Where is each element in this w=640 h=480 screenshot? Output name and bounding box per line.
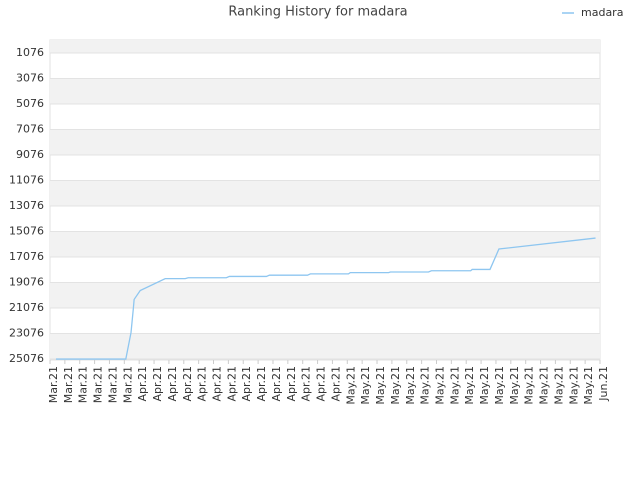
x-tick-label: May.21	[478, 366, 491, 405]
x-tick-label: Mar.21	[47, 366, 60, 403]
x-tick-label: Apr.21	[166, 366, 179, 402]
x-tick-label: May.21	[538, 366, 551, 405]
x-tick-label: Mar.21	[92, 366, 105, 403]
y-tick-label: 1076	[16, 46, 44, 59]
x-tick-label: May.21	[508, 366, 521, 405]
x-tick-label: May.21	[493, 366, 506, 405]
x-tick-label: Mar.21	[62, 366, 75, 403]
x-tick-label: May.21	[582, 366, 595, 405]
y-tick-label: 25076	[9, 352, 44, 365]
x-tick-label: Mar.21	[106, 366, 119, 403]
legend-label: madara	[581, 6, 623, 19]
x-tick-label: May.21	[523, 366, 536, 405]
x-tick-label: May.21	[404, 366, 417, 405]
y-tick-label: 23076	[9, 327, 44, 340]
x-tick-label: Apr.21	[225, 366, 238, 402]
x-tick-label: Apr.21	[240, 366, 253, 402]
y-tick-label: 7076	[16, 122, 44, 135]
x-tick-label: May.21	[552, 366, 565, 405]
x-tick-label: May.21	[433, 366, 446, 405]
y-tick-label: 5076	[16, 97, 44, 110]
x-tick-label: Jun.21	[597, 366, 610, 402]
y-tick-label: 21076	[9, 301, 44, 314]
x-tick-label: Apr.21	[181, 366, 194, 402]
x-tick-label: May.21	[419, 366, 432, 405]
y-tick-label: 3076	[16, 71, 44, 84]
x-tick-label: Apr.21	[136, 366, 149, 402]
x-tick-label: May.21	[567, 366, 580, 405]
x-tick-label: May.21	[359, 366, 372, 405]
chart-title: Ranking History for madara	[228, 5, 407, 20]
x-tick-label: Mar.21	[121, 366, 134, 403]
x-tick-label: Apr.21	[300, 366, 313, 402]
x-tick-label: May.21	[463, 366, 476, 405]
x-tick-label: May.21	[344, 366, 357, 405]
x-tick-label: Mar.21	[77, 366, 90, 403]
x-tick-label: Apr.21	[196, 366, 209, 402]
x-tick-label: Apr.21	[329, 366, 342, 402]
x-tick-label: Apr.21	[270, 366, 283, 402]
grid-band	[50, 40, 600, 53]
grid-band	[50, 231, 600, 258]
x-tick-label: Apr.21	[255, 366, 268, 402]
grid-band	[50, 78, 600, 104]
y-tick-label: 11076	[9, 173, 44, 186]
y-tick-label: 9076	[16, 148, 44, 161]
grid-band	[50, 333, 600, 360]
series-line	[55, 237, 596, 360]
grid-band	[50, 180, 600, 207]
x-tick-label: May.21	[389, 366, 402, 405]
x-tick-label: Apr.21	[285, 366, 298, 402]
y-tick-label: 19076	[9, 276, 44, 289]
x-tick-label: May.21	[448, 366, 461, 405]
x-tick-label: Apr.21	[211, 366, 224, 402]
grid-band	[50, 129, 600, 155]
y-tick-label: 15076	[9, 225, 44, 238]
y-tick-label: 17076	[9, 250, 44, 263]
y-tick-label: 13076	[9, 199, 44, 212]
x-tick-label: May.21	[374, 366, 387, 405]
x-tick-label: Apr.21	[151, 366, 164, 402]
grid-band	[50, 282, 600, 309]
x-tick-label: Apr.21	[315, 366, 328, 402]
